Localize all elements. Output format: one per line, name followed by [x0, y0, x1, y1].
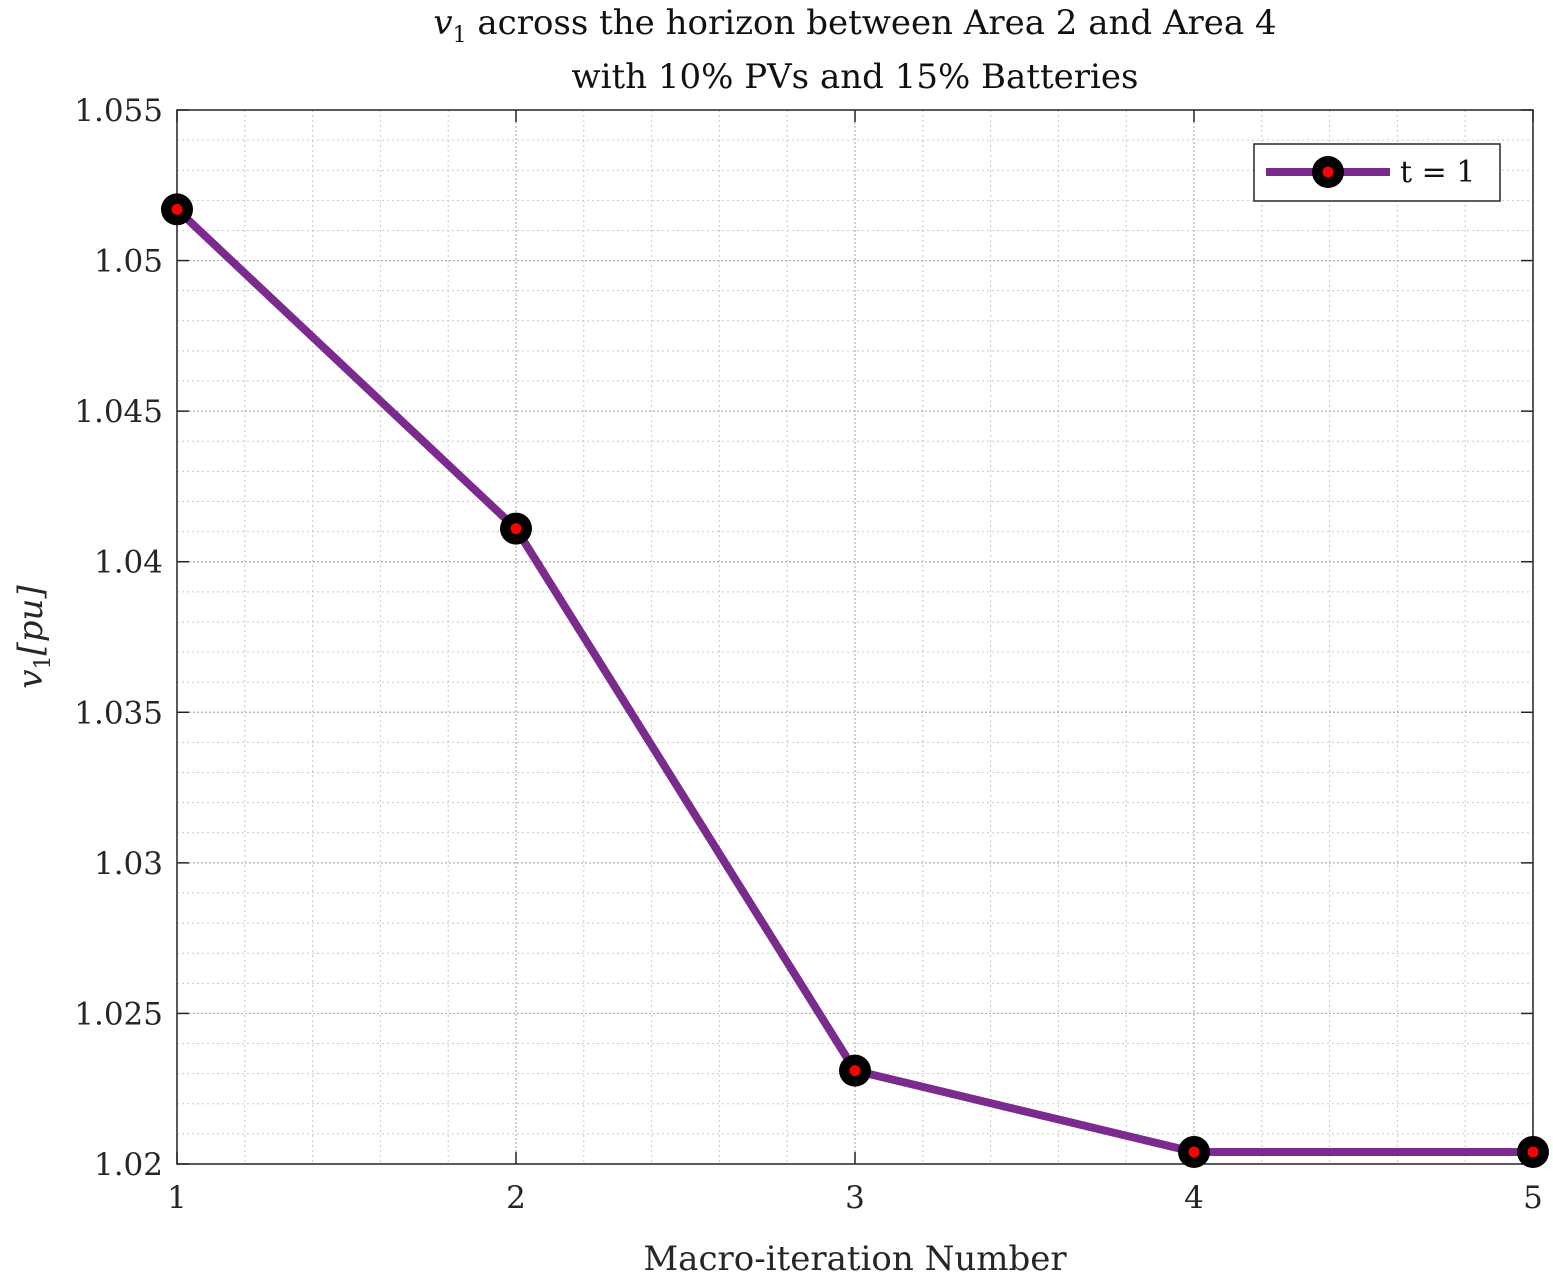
chart-title-line-1: v1 across the horizon between Area 2 and… — [433, 3, 1276, 48]
y-tick-label: 1.045 — [74, 394, 163, 430]
data-point-marker-center — [510, 523, 522, 535]
y-tick-label: 1.04 — [94, 545, 163, 581]
data-point-marker-center — [1527, 1146, 1539, 1158]
y-tick-label: 1.025 — [74, 996, 163, 1032]
x-axis-label: Macro-iteration Number — [643, 1239, 1067, 1275]
y-tick-label: 1.03 — [94, 846, 163, 882]
legend: t = 1 — [1253, 143, 1501, 202]
axis-ticks: 1 2 3 4 5 1.02 1.025 1.03 1.035 1.04 1.045 1.05 1.05… — [74, 93, 1543, 1216]
y-tick-label: 1.05 — [94, 244, 163, 280]
y-tick-label: 1.02 — [94, 1147, 163, 1183]
x-tick-label: 2 — [506, 1180, 526, 1216]
data-point-marker-center — [1188, 1146, 1200, 1158]
grid — [176, 109, 1534, 1165]
x-tick-label: 4 — [1184, 1180, 1204, 1216]
x-tick-label: 5 — [1523, 1180, 1543, 1216]
chart-title-line-2: with 10% PVs and 15% Batteries — [572, 57, 1139, 97]
x-tick-label: 3 — [845, 1180, 865, 1216]
legend-label-t1: t = 1 — [1400, 155, 1475, 190]
series-layer — [161, 193, 1549, 1168]
legend-marker-inner — [1322, 166, 1334, 178]
x-tick-label: 1 — [167, 1180, 187, 1216]
data-point-marker-center — [171, 203, 183, 215]
data-point-marker-center — [849, 1065, 861, 1077]
y-tick-label: 1.035 — [74, 695, 163, 731]
y-tick-label: 1.055 — [74, 93, 163, 129]
y-axis-label: v1[pu] — [11, 585, 56, 689]
